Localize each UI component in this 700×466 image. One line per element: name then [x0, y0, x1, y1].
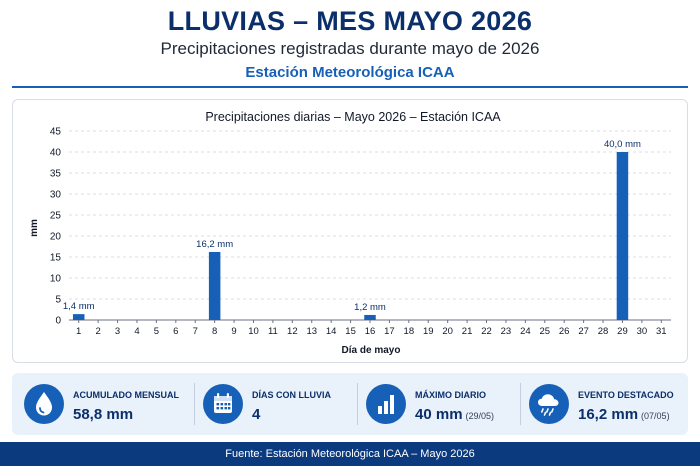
stat-accumulated: ACUMULADO MENSUAL 58,8 mm	[24, 373, 189, 435]
x-tick-label: 30	[637, 326, 648, 337]
y-tick-label: 20	[50, 232, 62, 243]
x-tick-label: 25	[539, 326, 550, 337]
stat-label: EVENTO DESTACADO	[578, 390, 674, 400]
data-label-day-29: 40,0 mm	[604, 139, 641, 150]
y-tick-label: 5	[55, 295, 61, 306]
rain-cloud-icon	[529, 384, 569, 424]
page-subtitle: Precipitaciones registradas durante mayo…	[160, 39, 540, 58]
grid-lines	[69, 130, 671, 300]
stats-bar: ACUMULADO MENSUAL 58,8 mm DÍAS CON LLUVI…	[12, 373, 688, 435]
bar-day-29	[616, 152, 629, 320]
x-tick-label: 1	[76, 326, 81, 337]
data-label-day-16: 1,2 mm	[354, 302, 386, 313]
stat-rain-days: DÍAS CON LLUVIA 4	[203, 373, 358, 435]
x-axis-label: Día de mayo	[342, 345, 401, 356]
y-tick-label: 10	[50, 274, 62, 285]
calendar-icon	[203, 384, 243, 424]
x-tick-label: 9	[231, 326, 236, 337]
data-labels: 1,4 mm 16,2 mm 1,2 mm 40,0 mm	[63, 139, 641, 313]
x-tick-label: 11	[268, 326, 278, 337]
page-header: LLUVIAS – MES MAYO 2026 Precipitaciones …	[0, 0, 700, 92]
stat-value: 40 mm (29/05)	[415, 406, 494, 423]
x-tick-label: 24	[520, 326, 531, 337]
stat-value-main: 16,2 mm	[578, 406, 639, 423]
stat-label: MÁXIMO DIARIO	[415, 390, 486, 400]
x-tick-label: 19	[423, 326, 434, 337]
y-tick-label: 30	[50, 190, 62, 201]
page-title: LLUVIAS – MES MAYO 2026	[167, 6, 533, 36]
x-tick-label: 13	[306, 326, 317, 337]
x-tick-label: 23	[501, 326, 512, 337]
footer-source: Fuente: Estación Meteorológica ICAA – Ma…	[0, 442, 700, 466]
x-tick-label: 21	[462, 326, 473, 337]
x-tick-label: 22	[481, 326, 492, 337]
y-tick-label: 45	[50, 127, 62, 138]
stat-date-note: (07/05)	[641, 411, 670, 421]
x-tick-label: 14	[326, 326, 337, 337]
x-tick-label: 8	[212, 326, 217, 337]
stat-divider	[357, 383, 358, 425]
stat-highlight-event: EVENTO DESTACADO 16,2 mm (07/05)	[529, 373, 687, 435]
x-tick-label: 27	[578, 326, 589, 337]
x-tick-label: 10	[248, 326, 259, 337]
x-tick-label: 2	[95, 326, 100, 337]
x-tick-label: 7	[193, 326, 198, 337]
data-label-day-8: 16,2 mm	[196, 239, 233, 250]
x-tick-label: 12	[287, 326, 298, 337]
x-tick-label: 16	[365, 326, 376, 337]
stat-max-daily: MÁXIMO DIARIO 40 mm (29/05)	[366, 373, 526, 435]
x-tick-label: 20	[442, 326, 453, 337]
stat-value: 4	[252, 406, 261, 423]
data-label-day-1: 1,4 mm	[63, 301, 95, 312]
y-tick-label: 15	[50, 253, 62, 264]
y-tick-label: 0	[55, 316, 61, 327]
bar-day-1	[72, 314, 85, 320]
x-tick-label: 26	[559, 326, 570, 337]
x-tick-label: 6	[173, 326, 178, 337]
water-drop-icon	[24, 384, 64, 424]
bar-day-16	[364, 314, 376, 320]
stat-divider	[520, 383, 521, 425]
y-tick-label: 25	[50, 211, 62, 222]
stat-date-note: (29/05)	[465, 411, 495, 421]
chart-title: Precipitaciones diarias – Mayo 2026 – Es…	[205, 110, 501, 124]
station-name: Estación Meteorológica ICAA	[245, 64, 455, 81]
stat-label: DÍAS CON LLUVIA	[252, 390, 332, 400]
chart-panel: Precipitaciones diarias – Mayo 2026 – Es…	[12, 99, 688, 363]
x-tick-label: 17	[384, 326, 395, 337]
x-tick-label: 3	[115, 326, 120, 337]
x-tick-label: 31	[656, 326, 667, 337]
y-axis-label: mm	[29, 219, 40, 237]
stat-value: 58,8 mm	[73, 406, 134, 423]
bars	[72, 152, 629, 320]
header-divider	[12, 86, 688, 88]
x-tick-label: 15	[345, 326, 356, 337]
x-tick-label: 5	[154, 326, 159, 337]
stat-label: ACUMULADO MENSUAL	[73, 390, 179, 400]
bar-chart-icon	[366, 384, 406, 424]
x-tick-label: 28	[598, 326, 609, 337]
y-tick-label: 40	[50, 148, 62, 159]
bar-day-8	[208, 251, 221, 320]
y-tick-label: 35	[50, 169, 62, 180]
stat-value-main: 40 mm	[415, 406, 463, 423]
stat-divider	[194, 383, 195, 425]
stat-value: 16,2 mm (07/05)	[578, 406, 670, 423]
rainfall-bar-chart: Precipitaciones diarias – Mayo 2026 – Es…	[29, 110, 671, 356]
x-tick-label: 18	[404, 326, 415, 337]
x-tick-label: 4	[134, 326, 139, 337]
x-tick-label: 29	[617, 326, 628, 337]
